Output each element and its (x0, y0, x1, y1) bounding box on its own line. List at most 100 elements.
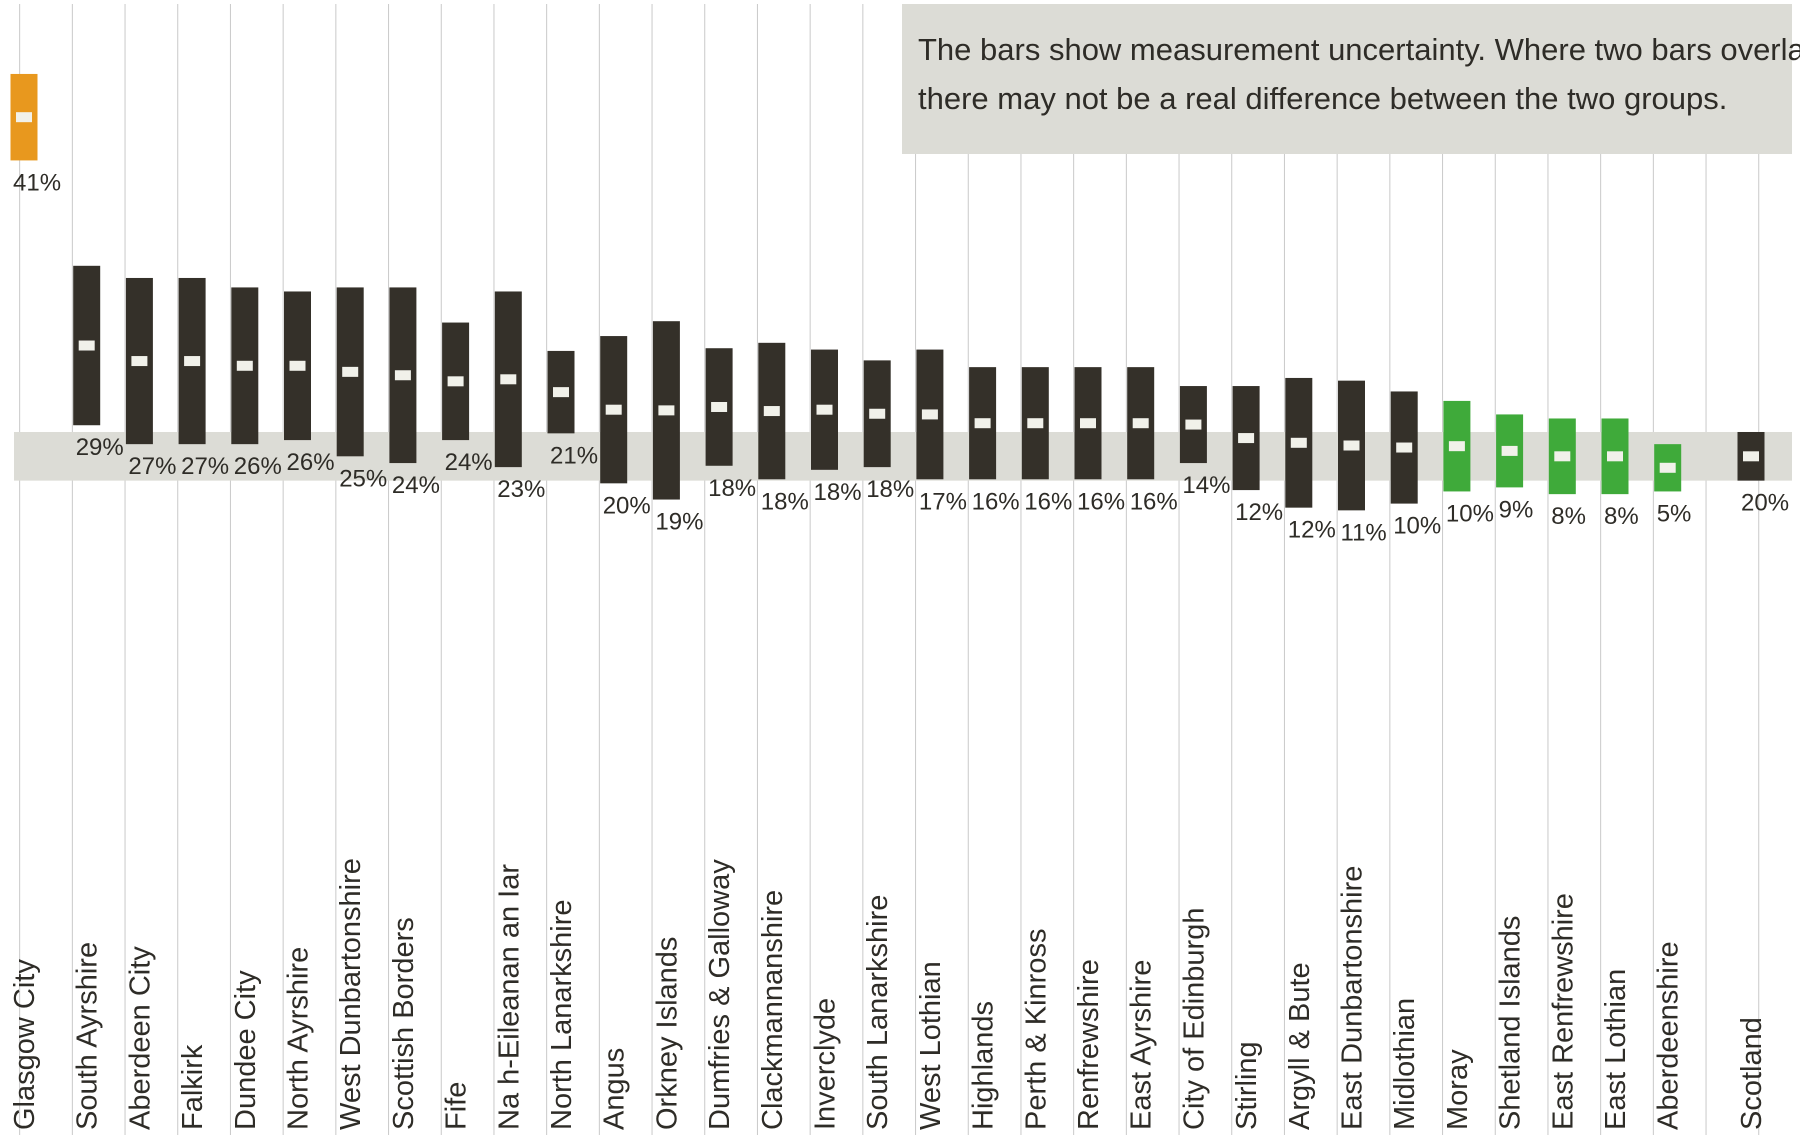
category-label: City of Edinburgh (1178, 908, 1210, 1130)
percent-label: 9% (1499, 496, 1534, 523)
midpoint-marker (78, 340, 95, 351)
midpoint-marker (869, 408, 886, 419)
midpoint-marker (974, 418, 991, 429)
percent-label: 17% (919, 488, 967, 515)
category-label: Fife (441, 1082, 473, 1130)
percent-label: 24% (392, 472, 440, 499)
category-label: East Dunbartonshire (1337, 866, 1369, 1130)
category-label: North Ayrshire (283, 947, 315, 1130)
percent-label: 14% (1182, 472, 1230, 499)
midpoint-marker (1238, 433, 1255, 444)
midpoint-marker (1607, 451, 1623, 462)
percent-labels: 41%29%27% 27% 26% 26%25% 24%24%23%21%20%19%1… (13, 169, 1789, 546)
category-label: South Lanarkshire (862, 895, 894, 1130)
midpoint-marker (1290, 437, 1307, 448)
midpoint-marker (131, 356, 148, 367)
category-label: Aberdeen City (124, 946, 156, 1130)
note-box (902, 4, 1792, 154)
midpoint-marker (816, 404, 833, 415)
category-label: Shetland Islands (1495, 916, 1527, 1130)
percent-label: 20% (603, 492, 651, 519)
midpoint-marker (394, 370, 411, 381)
percent-label: 26% (234, 453, 282, 480)
category-label: South Ayrshire (72, 942, 104, 1130)
percent-label: 24% (445, 449, 493, 476)
note-line-2: there may not be a real difference betwe… (918, 81, 1727, 116)
category-labels: Glasgow City South Ayrshire Aberdeen City F… (9, 858, 1768, 1130)
category-label: Moray (1442, 1049, 1474, 1130)
percent-label: 12% (1235, 499, 1283, 526)
midpoint-marker (289, 360, 306, 371)
percent-label: 23% (497, 476, 545, 503)
category-label: East Renfrewshire (1547, 893, 1579, 1130)
category-label: Clackmannanshire (757, 890, 789, 1130)
category-label: West Lothian (915, 961, 947, 1130)
midpoint-marker (1343, 440, 1360, 451)
percent-label: 18% (708, 475, 756, 502)
percent-label: 16% (972, 488, 1020, 515)
midpoint-marker (500, 374, 517, 385)
percent-label: 21% (550, 442, 598, 469)
scotland-category-label: Scotland (1736, 1017, 1768, 1130)
interval-bars (10, 73, 1765, 511)
midpoint-marker (658, 405, 675, 416)
midpoint-marker (1132, 418, 1149, 429)
category-label: Perth & Kinross (1020, 929, 1052, 1130)
percent-label: 5% (1657, 500, 1692, 527)
percent-label: 12% (1288, 517, 1336, 544)
category-label: Argyll & Bute (1284, 962, 1316, 1130)
category-label: Inverclyde (810, 998, 842, 1130)
category-label: Dundee City (230, 970, 262, 1130)
category-label: Stirling (1231, 1041, 1263, 1130)
percent-label: 8% (1604, 503, 1639, 530)
scotland-percent-label: 20% (1741, 490, 1789, 517)
midpoint-marker (553, 387, 569, 398)
midpoint-marker (184, 356, 201, 367)
percent-label: 27% (181, 453, 229, 480)
category-label: Orkney Islands (651, 937, 683, 1130)
midpoint-marker (1554, 451, 1571, 462)
percent-label: 25% (339, 465, 387, 492)
percent-label: 18% (761, 488, 809, 515)
midpoint-marker (1501, 445, 1518, 456)
category-label: East Lothian (1600, 969, 1632, 1130)
note-line-1: The bars show measurement uncertainty. W… (918, 32, 1800, 67)
midpoint-marker (711, 401, 728, 412)
percent-label: 29% (76, 434, 124, 461)
midpoint-marker (1080, 418, 1096, 429)
percent-label: 19% (655, 509, 703, 536)
percent-label: 16% (1077, 488, 1125, 515)
midpoint-marker (236, 360, 253, 371)
category-label: Scottish Borders (388, 917, 420, 1130)
category-label: Glasgow City (9, 959, 41, 1130)
percent-label: 27% (128, 453, 176, 480)
category-label: West Dunbartonshire (335, 858, 367, 1130)
percent-label: 10% (1446, 500, 1494, 527)
percent-label: 26% (287, 449, 335, 476)
percent-label: 11% (1341, 519, 1387, 546)
percent-label: 16% (1024, 488, 1072, 515)
category-label: Midlothian (1389, 998, 1421, 1130)
category-label: Aberdeenshire (1653, 941, 1685, 1130)
midpoint-marker (605, 404, 622, 415)
percent-label: 18% (866, 476, 914, 503)
category-label: Falkirk (177, 1044, 209, 1130)
midpoint-marker (16, 112, 32, 123)
category-label: North Lanarkshire (546, 900, 578, 1131)
category-label: Renfrewshire (1073, 959, 1105, 1130)
category-label: East Ayrshire (1126, 960, 1158, 1130)
midpoint-marker (921, 409, 938, 420)
midpoint-marker (1027, 418, 1044, 429)
midpoint-marker (1185, 419, 1202, 430)
midpoint-marker (1659, 462, 1676, 473)
midpoint-marker (1448, 441, 1465, 452)
midpoint-marker (763, 406, 780, 417)
midpoint-marker (447, 376, 464, 387)
midpoint-marker (1396, 442, 1413, 453)
category-label: Dumfries & Galloway (704, 859, 736, 1130)
midpoint-marker (342, 366, 359, 377)
midpoint-marker (1743, 451, 1759, 462)
percent-label: 41% (13, 169, 61, 196)
category-label: Highlands (968, 1001, 1000, 1130)
